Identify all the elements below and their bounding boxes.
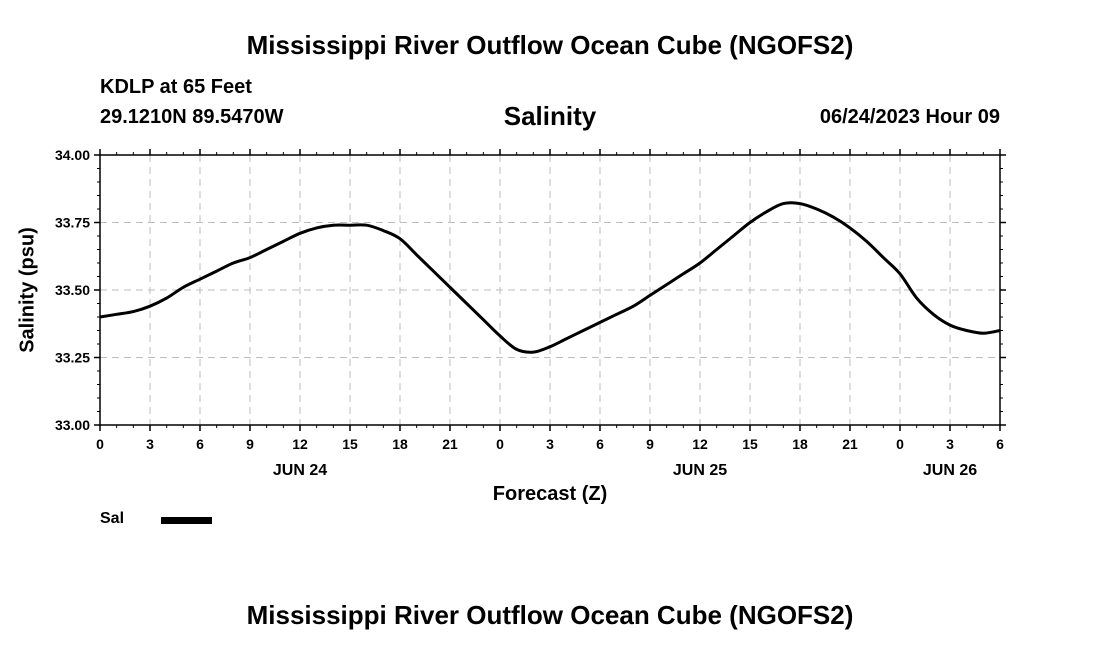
x-tick-label: 18 [392, 436, 408, 452]
x-tick-label: 21 [842, 436, 858, 452]
x-tick-label: 0 [496, 436, 504, 452]
x-tick-label: 0 [96, 436, 104, 452]
grid-layer [100, 154, 1000, 425]
ticks-layer [94, 149, 1006, 431]
x-tick-label: 6 [196, 436, 204, 452]
x-tick-label: 0 [896, 436, 904, 452]
y-tick-label: 33.00 [55, 417, 90, 433]
station-coordinates: 29.1210N 89.5470W [100, 106, 284, 128]
x-tick-label: 6 [596, 436, 604, 452]
x-tick-label: 9 [246, 436, 254, 452]
y-tick-label: 33.50 [55, 282, 90, 298]
chart-title: Salinity [503, 101, 597, 131]
main-title: Mississippi River Outflow Ocean Cube (NG… [246, 30, 854, 60]
x-tick-label: 12 [692, 436, 708, 452]
x-tick-label: 18 [792, 436, 808, 452]
y-tick-label: 34.00 [55, 147, 90, 163]
legend-label: Sal [100, 510, 125, 527]
x-tick-label: 3 [946, 436, 954, 452]
x-tick-label: 15 [342, 436, 358, 452]
day-label: JUN 26 [923, 462, 977, 479]
forecast-datetime: 06/24/2023 Hour 09 [819, 106, 1000, 128]
x-tick-label: 12 [292, 436, 308, 452]
x-axis-label: Forecast (Z) [492, 483, 608, 505]
x-tick-label: 3 [146, 436, 154, 452]
x-tick-label: 15 [742, 436, 758, 452]
station-label: KDLP at 65 Feet [100, 76, 252, 98]
x-tick-label: 21 [442, 436, 458, 452]
tick-labels-layer: 33.00 33.25 33.50 33.75 34.00 0 3 6 9 12 15 18 21 0 3 6… [55, 147, 1004, 479]
x-tick-label: 3 [546, 436, 554, 452]
series-line-sal [99, 201, 1001, 354]
day-label: JUN 25 [673, 462, 727, 479]
footer-title: Mississippi River Outflow Ocean Cube (NG… [246, 600, 854, 630]
x-tick-label: 6 [996, 436, 1004, 452]
day-label: JUN 24 [273, 462, 327, 479]
legend-swatch [161, 517, 212, 524]
y-tick-label: 33.25 [55, 350, 90, 366]
y-tick-label: 33.75 [55, 215, 90, 231]
series-layer [99, 201, 1001, 354]
x-tick-label: 9 [646, 436, 654, 452]
